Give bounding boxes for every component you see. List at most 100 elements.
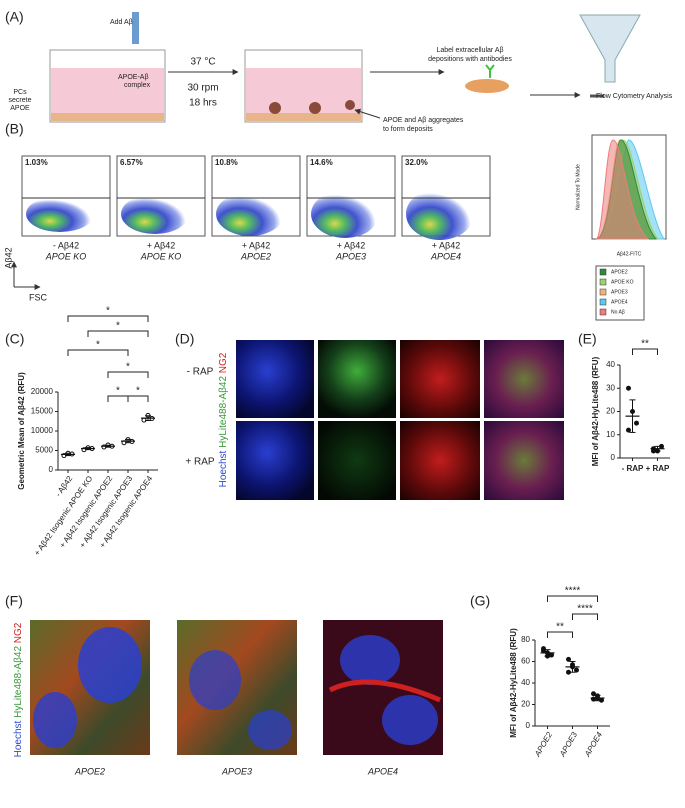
channel: Hoechst: [218, 450, 229, 487]
caption: APOE2: [74, 766, 105, 776]
medium: [246, 68, 361, 121]
y-tick-label: 10: [606, 430, 615, 439]
significance-label: ****: [565, 586, 581, 597]
y-axis-label: MFI of Aβ42-HyLite488 (RFU): [591, 356, 600, 466]
genotype-label: APOE3: [335, 251, 366, 261]
row-label: + RAP: [185, 457, 215, 468]
x-tick-label: APOE4: [582, 730, 604, 759]
genotype-label: APOE4: [430, 251, 461, 261]
condition-label: + Aβ42: [147, 240, 175, 250]
panel-label: (C): [5, 331, 24, 347]
caption: APOE3: [221, 766, 252, 776]
nucleus: [33, 692, 77, 748]
significance-label: *: [106, 306, 110, 317]
micrograph: [400, 340, 480, 418]
data-point: [599, 697, 604, 703]
channel: HyLite488-Aβ42: [218, 376, 229, 448]
y-tick-label: 0: [611, 453, 616, 462]
y-tick-label: 5000: [35, 446, 53, 455]
antibody: [485, 64, 495, 78]
micrograph: [400, 421, 480, 500]
condition-label: - Aβ42: [53, 240, 79, 250]
micrograph: [236, 340, 314, 418]
histogram-curve: [595, 139, 650, 240]
significance-label: *: [136, 386, 140, 397]
legend-entry: APOE4: [611, 299, 628, 305]
condition-label: + Aβ42: [242, 240, 270, 250]
y-tick-label: 15000: [31, 407, 54, 416]
gate-percent: 14.6%: [310, 158, 333, 167]
panel-label: (F): [5, 593, 23, 609]
condition: 18 hrs: [189, 98, 217, 109]
y-axis-label: Geometric Mean of Aβ42 (RFU): [17, 372, 26, 490]
legend: [595, 265, 645, 321]
y-axis-label: MFI of Aβ42-HyLite488 (RFU): [509, 628, 518, 738]
micrograph: [318, 340, 396, 418]
legend-entry: No Aβ: [611, 309, 625, 315]
y-tick-label: 80: [521, 635, 530, 644]
data-point: [574, 667, 579, 673]
x-tick-label: - RAP: [622, 464, 644, 473]
caption: APOE4: [367, 766, 398, 776]
panel-a-schematic: [49, 12, 641, 123]
micrograph: [236, 421, 314, 500]
nucleus: [78, 627, 142, 703]
data-point: [626, 385, 631, 391]
data-point: [566, 656, 571, 662]
y-tick-label: 20: [521, 700, 530, 709]
condition-label: + Aβ42: [432, 240, 460, 250]
step-text: APOE and Aβ aggregates: [383, 117, 464, 124]
channel: HyLite488-Aβ42: [13, 646, 24, 718]
legend-entry: APOE2: [611, 269, 628, 275]
significance-bracket: [67, 315, 149, 322]
deposit: [345, 100, 355, 110]
legend-entry: APOE3: [611, 289, 628, 295]
y-tick-label: 30: [606, 383, 615, 392]
gate-percent: 32.0%: [405, 158, 428, 167]
funnel: [579, 14, 641, 83]
legend-swatch: [599, 268, 607, 276]
step-text: Flow Cytometry Analysis: [596, 93, 673, 100]
gate-percent: 6.57%: [120, 158, 143, 167]
significance-bracket: [87, 330, 149, 337]
x-tick-label: + RAP: [646, 464, 670, 473]
significance-bracket: [632, 348, 658, 355]
nucleus: [382, 695, 438, 745]
scatter-density: [311, 190, 379, 238]
row-label: - RAP: [187, 367, 214, 378]
step-text: depositions with antibodies: [428, 56, 512, 63]
cell-layer: [246, 113, 361, 121]
step-text: APOE: [10, 105, 30, 112]
step-text: PCs: [13, 89, 27, 96]
data-point: [634, 420, 639, 426]
cell: [465, 79, 509, 93]
y-tick-label: 40: [521, 678, 530, 687]
legend-swatch: [599, 298, 607, 306]
legend-swatch: [599, 278, 607, 286]
legend-entry: APOE KO: [611, 279, 634, 285]
significance-bracket: [107, 371, 149, 378]
nucleus: [189, 650, 241, 710]
channel-label: Hoechst HyLite488-Aβ42 NG2: [218, 352, 229, 487]
data-point: [591, 691, 596, 697]
well: [244, 49, 363, 123]
step-text: secrete: [9, 97, 32, 104]
axis-label: FSC: [29, 292, 48, 302]
y-tick-label: 20: [606, 407, 615, 416]
significance-bracket: [127, 395, 149, 402]
micrograph: [318, 421, 396, 500]
pipette: [132, 12, 139, 44]
condition: 30 rpm: [187, 83, 218, 94]
arrow: [354, 108, 381, 119]
nucleus: [340, 635, 400, 685]
legend-swatch: [599, 308, 607, 316]
scatter-density: [216, 192, 284, 236]
scatter-density: [406, 188, 474, 240]
panel-label: (A): [5, 9, 24, 25]
condition: 37 °C: [190, 57, 215, 68]
scatter-density: [121, 194, 189, 234]
scatter-density: [26, 196, 94, 232]
step-text: to form deposits: [383, 126, 433, 133]
condition-label: + Aβ42: [337, 240, 365, 250]
